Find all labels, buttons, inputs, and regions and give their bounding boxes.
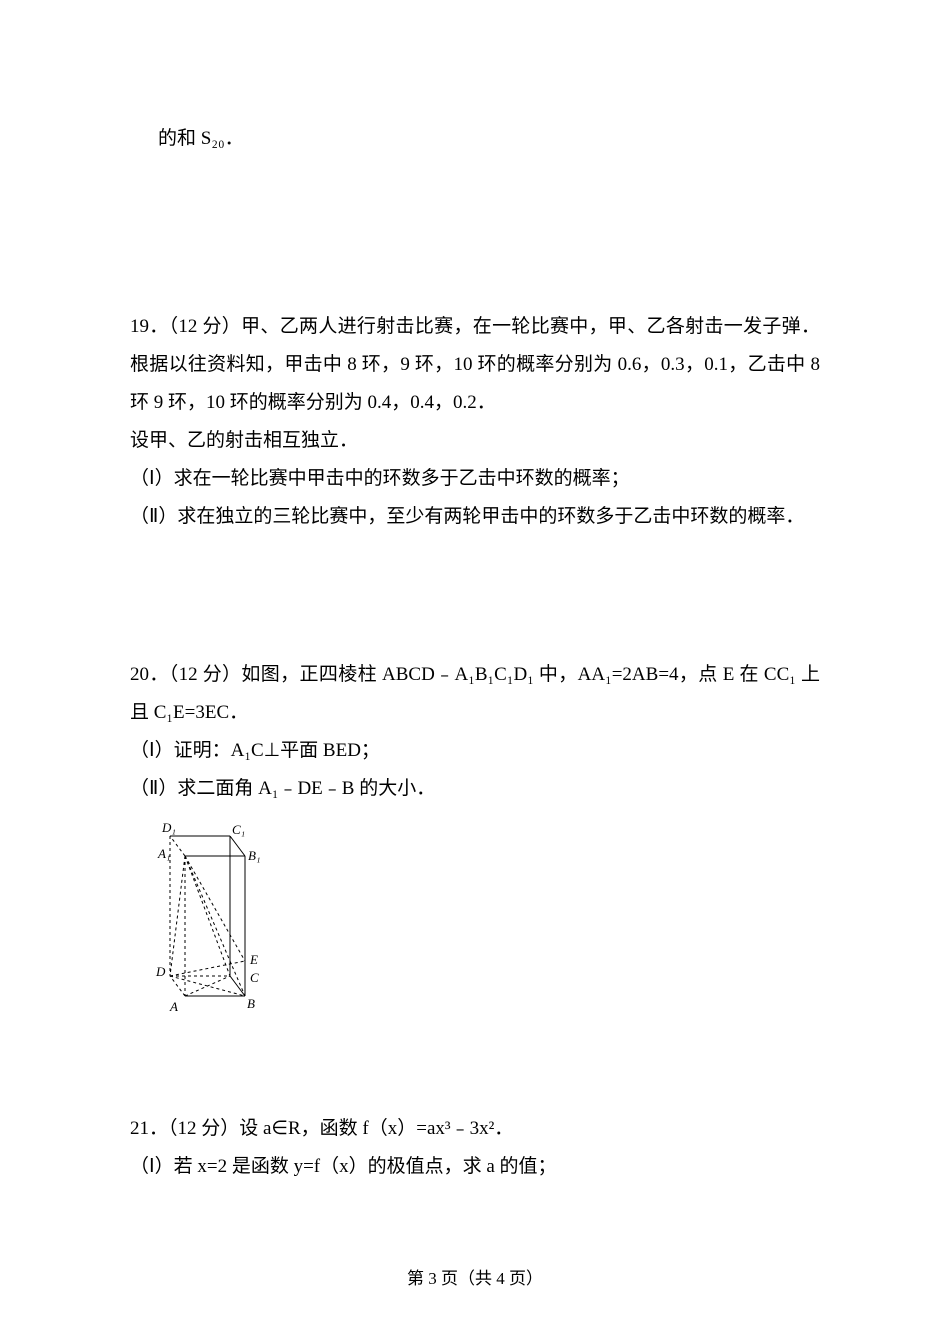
q20-part1: （Ⅰ）证明：A₁C⊥平面 BED； <box>130 732 820 770</box>
q20-part2: （Ⅱ）求二面角 A₁﹣DE﹣B 的大小． <box>130 770 820 808</box>
q21-head: 21．（12 分）设 a∈R，函数 f（x）=ax³﹣3x²． <box>130 1110 820 1148</box>
spacer <box>130 158 820 308</box>
label-B: B <box>247 996 255 1011</box>
spacer <box>130 536 820 656</box>
question-20: 20．（12 分）如图，正四棱柱 ABCD﹣A₁B₁C₁D₁ 中，AA₁=2AB… <box>130 656 820 1040</box>
continuation-text: 的和 S₂₀． <box>158 120 820 158</box>
q19-part2: （Ⅱ）求在独立的三轮比赛中，至少有两轮甲击中的环数多于乙击中环数的概率． <box>130 498 820 536</box>
q19-head-text: 19．（12 分）甲、乙两人进行射击比赛，在一轮比赛中，甲、乙各射击一发子弹．根… <box>130 316 820 413</box>
page-footer: 第 3 页（共 4 页） <box>0 1262 950 1296</box>
label-E: E <box>249 952 258 967</box>
prism-diagram: D₁ C₁ A₁ B₁ E D C A B <box>130 816 280 1026</box>
label-D: D <box>155 964 166 979</box>
q21-part1: （Ⅰ）若 x=2 是函数 y=f（x）的极值点，求 a 的值； <box>130 1148 820 1186</box>
spacer <box>130 1040 820 1110</box>
q19-part1: （Ⅰ）求在一轮比赛中甲击中的环数多于乙击中环数的概率； <box>130 460 820 498</box>
label-A: A <box>169 999 178 1014</box>
label-B1: B₁ <box>248 848 260 863</box>
question-19: 19．（12 分）甲、乙两人进行射击比赛，在一轮比赛中，甲、乙各射击一发子弹．根… <box>130 308 820 536</box>
q20-head: 20．（12 分）如图，正四棱柱 ABCD﹣A₁B₁C₁D₁ 中，AA₁=2AB… <box>130 656 820 732</box>
q19-head: 19．（12 分）甲、乙两人进行射击比赛，在一轮比赛中，甲、乙各射击一发子弹．根… <box>130 308 820 422</box>
q19-assume: 设甲、乙的射击相互独立． <box>130 422 820 460</box>
label-A1: A₁ <box>157 846 170 861</box>
label-D1: D₁ <box>161 820 176 835</box>
q20-figure: D₁ C₁ A₁ B₁ E D C A B <box>130 816 820 1040</box>
question-21: 21．（12 分）设 a∈R，函数 f（x）=ax³﹣3x²． （Ⅰ）若 x=2… <box>130 1110 820 1186</box>
label-C: C <box>250 970 259 985</box>
label-C1: C₁ <box>232 822 245 837</box>
